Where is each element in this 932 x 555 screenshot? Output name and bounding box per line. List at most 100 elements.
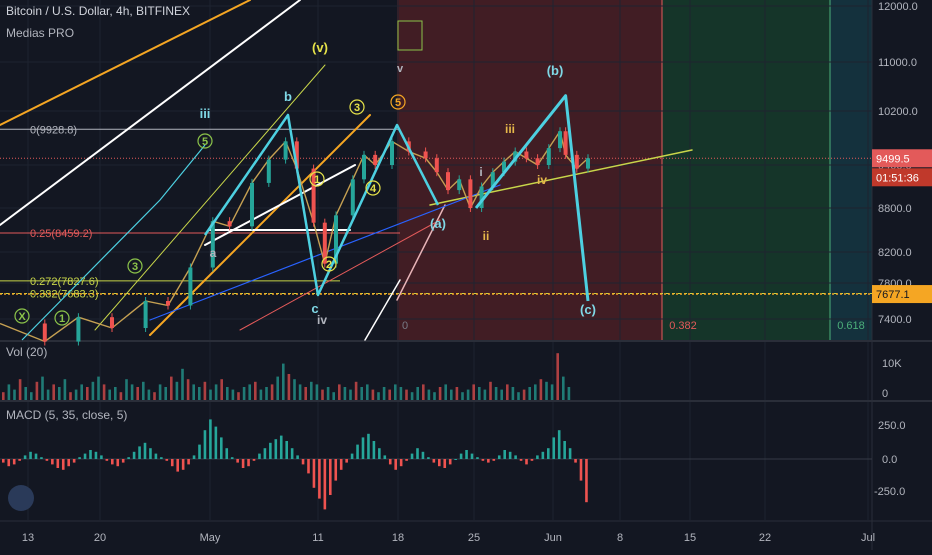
wave-label: 5 [202,136,208,148]
macd-histogram-bar [34,453,38,459]
volume-bar [2,392,5,400]
candle-body [446,172,450,191]
macd-histogram-bar [356,444,359,459]
macd-histogram-bar [394,459,397,470]
macd-histogram-bar [345,459,348,463]
volume-bar [248,384,251,400]
macd-histogram-bar [2,459,5,463]
projection-zone-teal [830,0,872,340]
macd-histogram-bar [530,459,534,461]
macd-histogram-bar [508,451,512,459]
macd-histogram-bar [105,459,109,461]
candle-body [76,317,81,342]
macd-histogram-bar [138,446,141,459]
volume-bar [136,387,139,400]
volume-bar [310,381,313,400]
wave-label-circle [309,171,325,187]
wave-label: iii [200,106,211,121]
macd-histogram-bar [12,459,16,465]
candle-body [490,172,495,187]
wave-label-circle [197,133,213,149]
wave-label-circle [390,94,406,110]
time-axis-tick: Jul [861,532,875,544]
price-axis-tick: 8200.0 [878,247,912,259]
volume-bar [416,387,419,400]
volume-bar [517,392,520,400]
volume-bar [506,384,509,400]
tradingview-logo-icon[interactable] [8,485,34,511]
wave-label: X [18,311,26,323]
last-price-tag [872,149,932,168]
macd-histogram-bar [416,448,419,459]
macd-histogram-bar [78,457,81,459]
volume-bar [276,376,279,400]
macd-histogram-bar [274,439,278,459]
macd-histogram-bar [40,457,43,459]
macd-histogram-bar [89,450,92,459]
time-axis-tick: Jun [544,532,562,544]
macd-histogram-bar [427,457,430,459]
macd-histogram-bar [94,451,98,459]
time-axis-tick: 25 [468,532,480,544]
volume-bar [265,387,268,400]
macd-histogram-bar [388,459,392,465]
moving-average [239,219,441,331]
macd-histogram-bar [547,448,550,459]
volume-bar [30,392,33,400]
wave-path [21,144,206,341]
volume-bar [287,374,291,400]
channel-line [0,0,301,226]
macd-histogram-bar [165,459,169,461]
volume-bar [528,387,531,400]
channel-line [94,64,326,331]
volume-bar [461,392,464,400]
volume-bar [282,363,285,400]
wave-label-circle [127,258,143,274]
channel-line [0,0,251,126]
macd-histogram-bar [121,459,125,463]
volume-bar [483,389,487,400]
time-axis-tick: 8 [617,532,623,544]
candle-body [586,158,590,169]
volume-bar [405,389,408,400]
wave-label-circle [365,180,381,196]
candle-body [166,301,170,306]
macd-histogram-bar [56,459,60,468]
volume-bar [500,389,503,400]
macd-histogram-bar [263,448,267,459]
volume-bar [366,384,369,400]
channel-line [149,114,371,336]
macd-histogram-bar [383,455,387,459]
macd-histogram-bar [279,435,283,459]
volume-bar [259,389,263,400]
macd-histogram-bar [454,459,457,460]
macd-histogram-bar [258,453,261,459]
candle-body [42,323,47,342]
volume-bar [438,387,442,400]
candle-body [362,154,366,180]
volume-bar [242,387,246,400]
volume-bar [326,387,330,400]
macd-histogram-bar [290,448,294,459]
wave-label: 3 [354,102,360,114]
macd-histogram-bar [410,453,414,459]
macd-histogram-bar [45,459,49,461]
volume-bar [343,387,347,400]
volume-bar [46,389,50,400]
volume-bar [315,384,319,400]
macd-histogram-bar [23,455,27,459]
zone-label: 0 [402,320,408,332]
candle-body [479,186,484,208]
macd-histogram-bar [269,442,272,459]
macd-histogram-bar [307,459,310,474]
volume-bar [170,376,173,400]
macd-histogram-bar [557,430,561,459]
macd-histogram-bar [481,459,485,461]
indicator-label: Medias PRO [6,26,74,40]
volume-bar [181,368,184,400]
wave-label: 1 [314,174,320,186]
wave-label: (c) [580,302,596,317]
macd-histogram-bar [465,450,468,459]
candle-body [210,221,215,268]
